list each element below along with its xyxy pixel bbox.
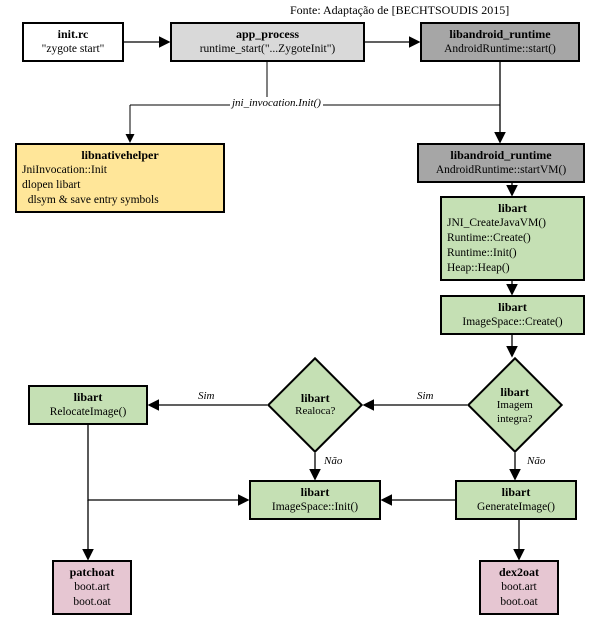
- node-runtime2-body: AndroidRuntime::startVM(): [424, 163, 578, 178]
- node-patchoat-title: patchoat: [59, 565, 125, 580]
- node-appproc-title: app_process: [177, 27, 358, 42]
- node-genimg-title: libart: [462, 485, 570, 500]
- node-libart1-body: JNI_CreateJavaVM() Runtime::Create() Run…: [447, 216, 578, 276]
- node-libart2-title: libart: [447, 300, 578, 315]
- diamond-integra-title: libart: [497, 385, 533, 399]
- node-runtime1-body: AndroidRuntime::start(): [427, 42, 573, 57]
- node-appproc: app_process runtime_start("...ZygoteInit…: [170, 22, 365, 62]
- node-genimg: libart GenerateImage(): [455, 480, 577, 520]
- node-initrc-title: init.rc: [29, 27, 117, 42]
- node-appproc-body: runtime_start("...ZygoteInit"): [177, 42, 358, 57]
- node-libart1-title: libart: [447, 201, 578, 216]
- node-libnative-title: libnativehelper: [22, 148, 218, 163]
- node-runtime1-title: libandroid_runtime: [427, 27, 573, 42]
- diamond-integra-body: Imagem integra?: [497, 399, 533, 425]
- label-sim2: Sim: [196, 390, 217, 402]
- node-libart2: libart ImageSpace::Create(): [440, 295, 585, 335]
- node-imginit: libart ImageSpace::Init(): [249, 480, 381, 520]
- node-patchoat: patchoat boot.art boot.oat: [52, 560, 132, 615]
- label-nao2: Não: [525, 455, 547, 467]
- node-libart1: libart JNI_CreateJavaVM() Runtime::Creat…: [440, 196, 585, 281]
- node-initrc-body: "zygote start": [29, 42, 117, 57]
- node-relocate-body: RelocateImage(): [35, 405, 141, 420]
- node-relocate-title: libart: [35, 390, 141, 405]
- node-runtime1: libandroid_runtime AndroidRuntime::start…: [420, 22, 580, 62]
- label-sim1: Sim: [415, 390, 436, 402]
- diamond-integra: libart Imagem integra?: [467, 357, 563, 453]
- label-nao1: Não: [322, 455, 344, 467]
- node-libnative: libnativehelper JniInvocation::Init dlop…: [15, 143, 225, 213]
- node-runtime2-title: libandroid_runtime: [424, 148, 578, 163]
- figure-caption: Fonte: Adaptação de [BECHTSOUDIS 2015]: [290, 3, 509, 18]
- label-jni: jni_invocation.Init(): [230, 97, 323, 109]
- node-patchoat-body: boot.art boot.oat: [59, 580, 125, 610]
- node-libart2-body: ImageSpace::Create(): [447, 315, 578, 330]
- diamond-realoca-body: Realoca?: [295, 406, 335, 419]
- node-dex2oat: dex2oat boot.art boot.oat: [479, 560, 559, 615]
- node-relocate: libart RelocateImage(): [28, 385, 148, 425]
- node-libnative-body: JniInvocation::Init dlopen libart dlsym …: [22, 163, 218, 208]
- node-dex2oat-body: boot.art boot.oat: [486, 580, 552, 610]
- node-imginit-body: ImageSpace::Init(): [256, 500, 374, 515]
- node-dex2oat-title: dex2oat: [486, 565, 552, 580]
- node-initrc: init.rc "zygote start": [22, 22, 124, 62]
- node-imginit-title: libart: [256, 485, 374, 500]
- node-genimg-body: GenerateImage(): [462, 500, 570, 515]
- diamond-realoca: libart Realoca?: [267, 357, 363, 453]
- node-runtime2: libandroid_runtime AndroidRuntime::start…: [417, 143, 585, 183]
- diamond-realoca-title: libart: [295, 391, 335, 405]
